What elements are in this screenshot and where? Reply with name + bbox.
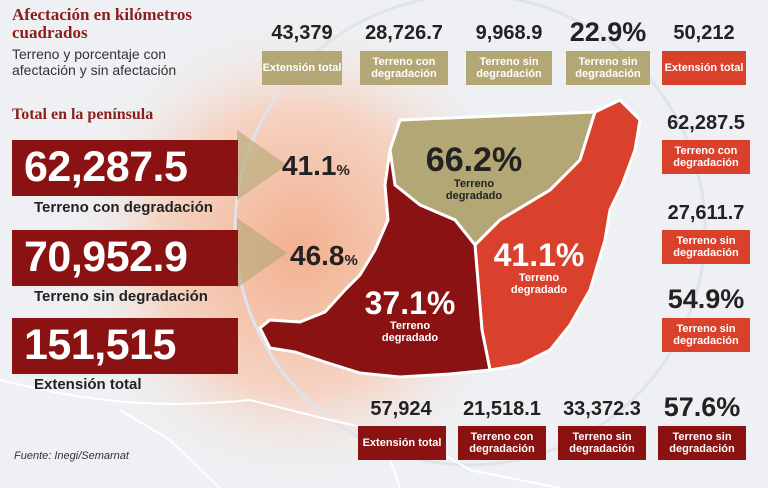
top-stat-value: 28,726.7 (365, 22, 443, 44)
top-stat-label: Terreno con degradación (360, 51, 448, 85)
bottom-stat-value: 57.6% (663, 392, 741, 422)
total-extension-label: Extensión total (34, 376, 142, 393)
right-stat-value: 54.9% (667, 284, 745, 314)
bottom-stat-value: 57,924 (370, 398, 432, 420)
top-stat-label: Extensión total (262, 51, 342, 85)
campeche-region (258, 149, 492, 379)
top-stat-value: 50,212 (673, 22, 735, 44)
total-degraded-pct: 41.1% (282, 150, 350, 181)
top-stat-value: 22.9% (569, 17, 647, 47)
top-stat-label: Terreno sin degradación (466, 51, 552, 85)
bottom-stat-label: Terreno con degradación (458, 426, 546, 460)
bottom-stat-label: Terreno sin degradación (658, 426, 746, 460)
total-nondegraded-pct: 46.8% (290, 240, 358, 271)
top-stat-value: 9,968.9 (475, 22, 543, 44)
total-extension-value: 151,515 (12, 318, 238, 374)
quintana-roo-region (473, 98, 642, 372)
page-subtitle: Terreno y porcentaje con afectación y si… (12, 46, 177, 78)
top-stat-label: Extensión total (662, 51, 746, 85)
section-title: Total en la península (12, 106, 154, 123)
peninsula-map (258, 98, 642, 379)
right-stat-label: Terreno con degradación (662, 140, 750, 174)
top-stat-value: 43,379 (271, 22, 333, 44)
bottom-stat-label: Terreno sin degradación (558, 426, 646, 460)
total-nondegraded-value: 70,952.9 (12, 230, 238, 286)
right-stat-label: Terreno sin degradación (662, 230, 750, 264)
bottom-stat-value: 33,372.3 (563, 398, 641, 420)
arrow-shape (237, 130, 287, 200)
arrow-shape (237, 218, 287, 288)
quintana-roo-label: 41.1% Terreno degradado (493, 237, 585, 296)
total-degraded-label: Terreno con degradación (34, 199, 213, 216)
right-stat-value: 62,287.5 (667, 112, 745, 134)
yucatan-label: 66.2% Terreno degradado (425, 141, 523, 202)
source-note: Fuente: Inegi/Semarnat (14, 450, 129, 462)
total-degraded-value: 62,287.5 (12, 140, 238, 196)
page-title: Afectación en kilómetros cuadrados (12, 5, 193, 42)
right-stat-label: Terreno sin degradación (662, 318, 750, 352)
bottom-stat-label: Extensión total (358, 426, 446, 460)
right-stat-value: 27,611.7 (667, 202, 745, 224)
total-nondegraded-label: Terreno sin degradación (34, 288, 208, 305)
campeche-label: 37.1% Terreno degradado (364, 285, 456, 344)
bottom-stat-value: 21,518.1 (463, 398, 541, 420)
top-stat-label: Terreno sin degradación (566, 51, 650, 85)
